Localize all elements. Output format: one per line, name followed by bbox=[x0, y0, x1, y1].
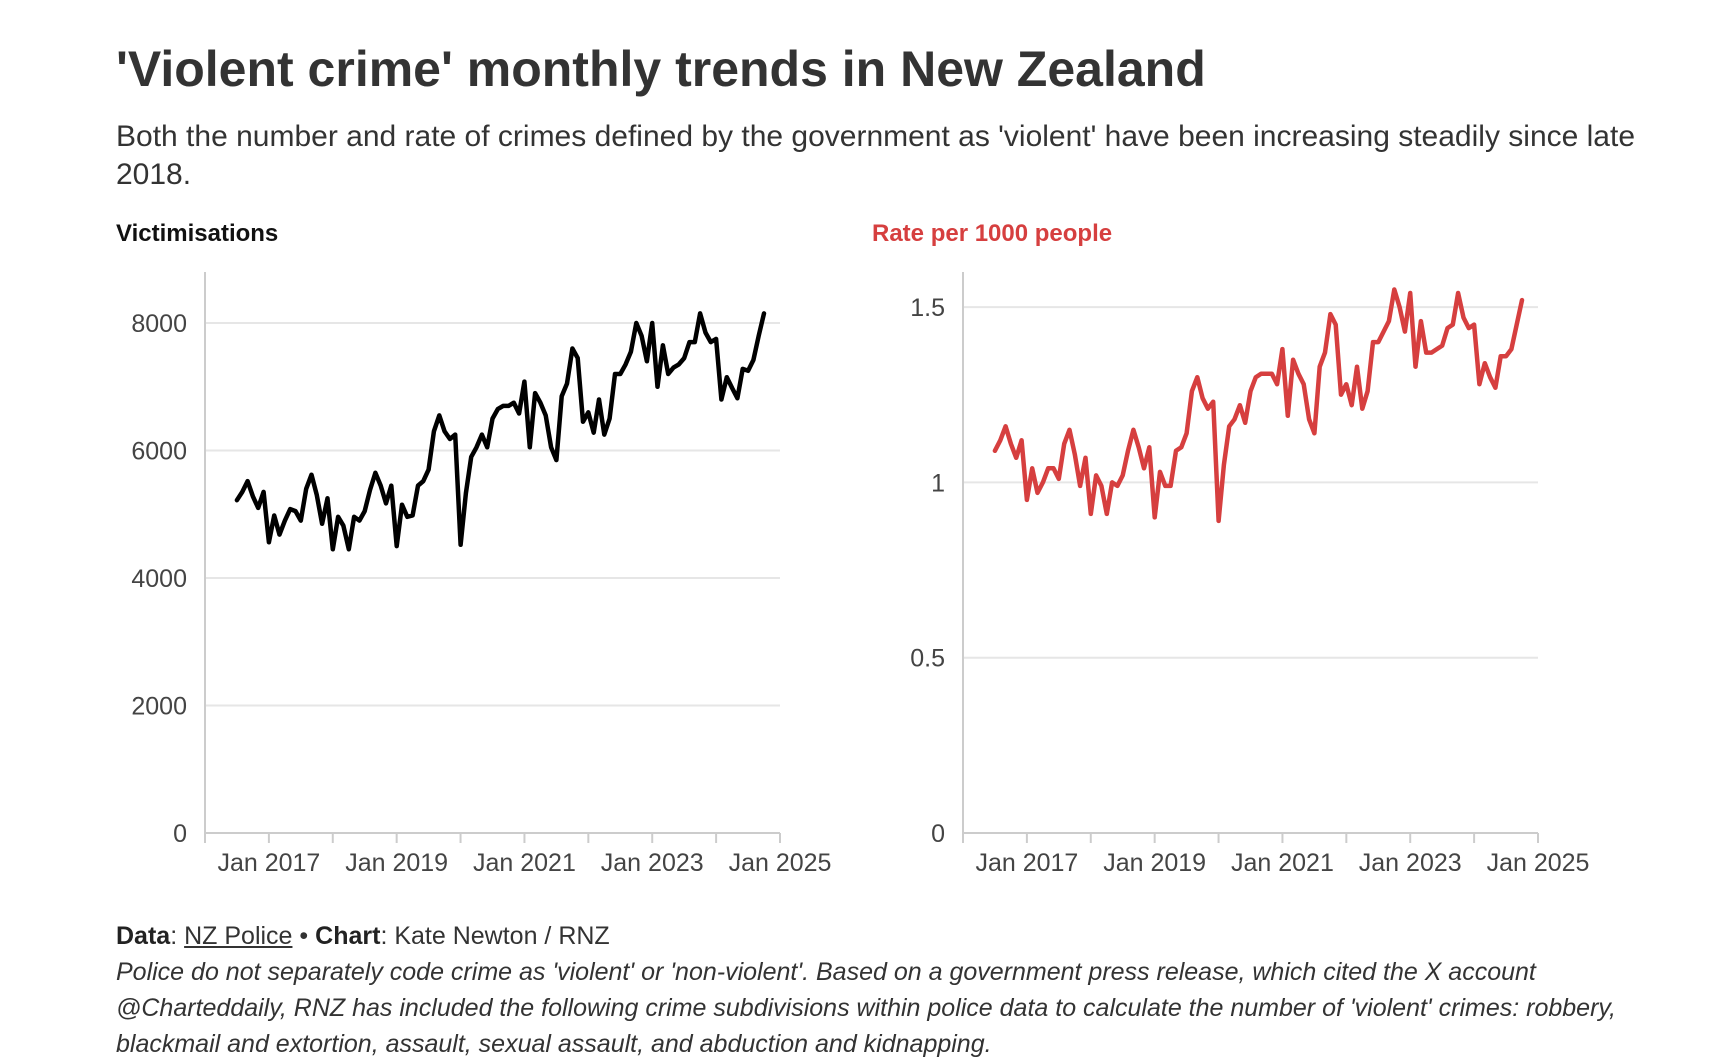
rate-x-tick-label: Jan 2019 bbox=[1103, 849, 1206, 877]
victimisations-x-tick-label: Jan 2025 bbox=[729, 849, 832, 877]
rate-panel-title: Rate per 1000 people bbox=[872, 220, 1113, 247]
chart-author: Kate Newton / RNZ bbox=[394, 922, 610, 950]
rate-y-tick-label: 0.5 bbox=[910, 645, 945, 673]
victimisations-y-tick-label: 6000 bbox=[131, 438, 187, 466]
chart-label: Chart bbox=[315, 922, 381, 950]
rate-chart: 0 0.5 1 1.5 Jan 2017 Jan 2019 Jan 2021 Jan 2023… bbox=[910, 272, 1589, 877]
credit-separator: • bbox=[299, 922, 309, 950]
victimisations-y-tick-label: 4000 bbox=[131, 565, 187, 593]
credit-line: Data: NZ Police • Chart: Kate Newton / R… bbox=[116, 922, 610, 950]
victimisations-y-tick-label: 0 bbox=[173, 820, 187, 848]
victimisations-x-tick-label: Jan 2017 bbox=[217, 849, 320, 877]
footer: Data: NZ Police • Chart: Kate Newton / R… bbox=[116, 918, 1676, 1062]
rate-y-tick-label: 1.5 bbox=[910, 294, 945, 322]
data-label: Data bbox=[116, 922, 171, 950]
rate-x-tick-label: Jan 2023 bbox=[1359, 849, 1462, 877]
rate-x-tick-label: Jan 2017 bbox=[975, 849, 1078, 877]
rate-series-line bbox=[992, 287, 1525, 524]
methodology-note: Police do not separately code crime as '… bbox=[116, 958, 1616, 1058]
rate-y-tick-label: 1 bbox=[931, 469, 945, 497]
victimisations-x-tick-label: Jan 2019 bbox=[345, 849, 448, 877]
data-source-link[interactable]: NZ Police bbox=[184, 922, 293, 950]
rate-x-tick-label: Jan 2021 bbox=[1231, 849, 1334, 877]
victimisations-y-tick-label: 2000 bbox=[131, 693, 187, 721]
victimisations-panel-title: Victimisations bbox=[116, 220, 279, 247]
chart-subtitle: Both the number and rate of crimes defin… bbox=[116, 120, 1636, 191]
victimisations-series-line bbox=[234, 311, 767, 552]
victimisations-x-tick-label: Jan 2023 bbox=[601, 849, 704, 877]
victimisations-chart: 0 2000 4000 6000 8000 Jan 2017 Jan 2019 Jan 202… bbox=[131, 272, 831, 877]
line-charts: 0 2000 4000 6000 8000 Jan 2017 Jan 2019 Jan 202… bbox=[131, 272, 1589, 877]
victimisations-x-tick-label: Jan 2021 bbox=[473, 849, 576, 877]
victimisations-y-tick-label: 8000 bbox=[131, 310, 187, 338]
rate-y-tick-label: 0 bbox=[931, 820, 945, 848]
rate-x-tick-label: Jan 2025 bbox=[1487, 849, 1590, 877]
chart-title: 'Violent crime' monthly trends in New Ze… bbox=[116, 41, 1206, 97]
